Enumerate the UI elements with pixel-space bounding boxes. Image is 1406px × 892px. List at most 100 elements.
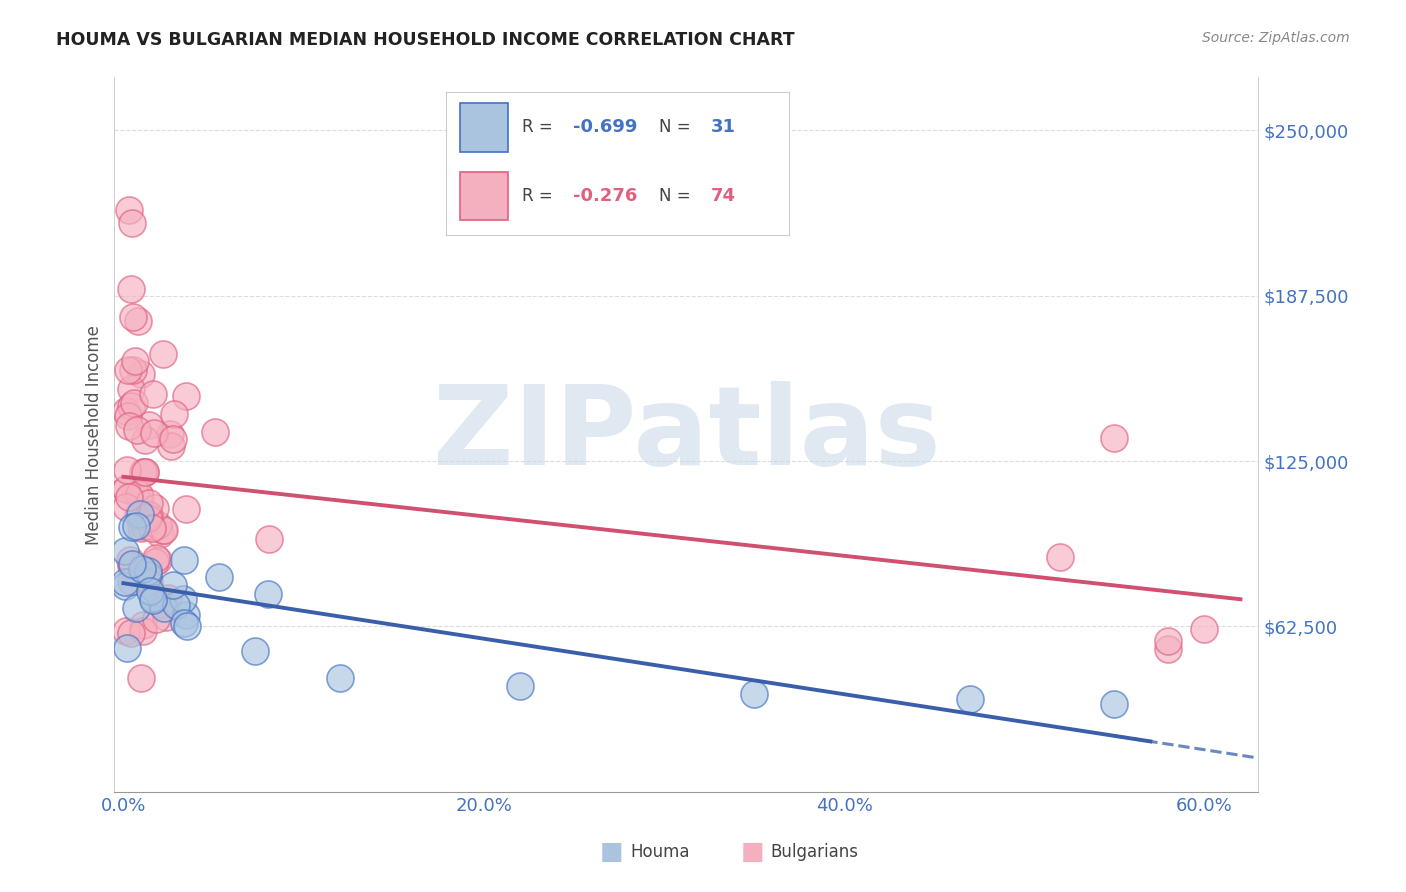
Point: [174, 389, 197, 403]
Point: [149, 526, 172, 541]
Point: [125, 600, 148, 615]
Point: [150, 597, 173, 611]
Point: [163, 407, 186, 421]
Point: [132, 624, 155, 638]
Point: [176, 608, 198, 623]
Point: [1157, 634, 1180, 648]
Point: [120, 625, 142, 640]
Y-axis label: Median Household Income: Median Household Income: [86, 325, 103, 544]
Point: [152, 347, 174, 361]
Text: HOUMA VS BULGARIAN MEDIAN HOUSEHOLD INCOME CORRELATION CHART: HOUMA VS BULGARIAN MEDIAN HOUSEHOLD INCO…: [56, 31, 794, 49]
Point: [145, 612, 167, 626]
Point: [136, 567, 159, 582]
Point: [155, 610, 177, 624]
Point: [141, 593, 163, 607]
Point: [329, 671, 352, 685]
Point: [152, 523, 174, 537]
Text: Houma: Houma: [630, 843, 689, 861]
Point: [143, 555, 166, 569]
Point: [204, 425, 226, 440]
Point: [117, 490, 139, 504]
Point: [129, 671, 152, 685]
Point: [174, 502, 197, 516]
Point: [124, 354, 146, 368]
Point: [131, 466, 153, 480]
Point: [122, 310, 145, 325]
Point: [114, 579, 136, 593]
Point: [121, 557, 143, 571]
Point: [120, 382, 142, 396]
Point: [120, 282, 142, 296]
Point: [127, 508, 149, 523]
Point: [153, 524, 176, 538]
Text: ZIPatlas: ZIPatlas: [433, 381, 941, 488]
Point: [148, 517, 170, 532]
Point: [172, 592, 194, 607]
Point: [129, 521, 152, 535]
Point: [138, 417, 160, 432]
Point: [120, 574, 142, 588]
Point: [115, 641, 138, 656]
Text: Bulgarians: Bulgarians: [770, 843, 859, 861]
Point: [742, 687, 765, 701]
Point: [118, 553, 141, 567]
Point: [125, 518, 148, 533]
Point: [120, 399, 142, 413]
Point: [142, 591, 165, 606]
Point: [257, 532, 280, 546]
Point: [129, 507, 152, 521]
Point: [143, 501, 166, 516]
Point: [134, 434, 156, 448]
Point: [208, 569, 231, 583]
Point: [152, 601, 174, 615]
Text: Source: ZipAtlas.com: Source: ZipAtlas.com: [1202, 31, 1350, 45]
Point: [134, 465, 156, 479]
Point: [138, 508, 160, 522]
Point: [243, 643, 266, 657]
Point: [127, 423, 149, 437]
Point: [117, 409, 139, 424]
Point: [142, 386, 165, 401]
Point: [114, 624, 136, 639]
Point: [122, 363, 145, 377]
Point: [114, 544, 136, 558]
Text: ■: ■: [600, 840, 623, 863]
Point: [117, 363, 139, 377]
Point: [162, 433, 184, 447]
Point: [118, 202, 141, 217]
Point: [165, 598, 187, 612]
Point: [176, 619, 198, 633]
Point: [129, 490, 152, 504]
Point: [115, 404, 138, 418]
Point: [143, 425, 166, 440]
Point: [1194, 622, 1216, 636]
Point: [131, 367, 153, 381]
Point: [145, 550, 167, 565]
Point: [115, 482, 138, 496]
Point: [159, 427, 181, 442]
Point: [1104, 698, 1126, 712]
Point: [141, 521, 163, 535]
Point: [128, 487, 150, 501]
Point: [162, 577, 184, 591]
Point: [114, 574, 136, 589]
Point: [124, 396, 146, 410]
Point: [132, 618, 155, 632]
Text: ■: ■: [741, 840, 763, 863]
Point: [173, 616, 195, 631]
Point: [1157, 642, 1180, 657]
Point: [136, 564, 159, 578]
Point: [509, 679, 531, 693]
Point: [118, 419, 141, 434]
Point: [134, 465, 156, 479]
Point: [138, 574, 160, 589]
Point: [136, 511, 159, 525]
Point: [120, 558, 142, 573]
Point: [131, 561, 153, 575]
Point: [146, 553, 169, 567]
Point: [117, 463, 139, 477]
Point: [121, 520, 143, 534]
Point: [139, 584, 162, 599]
Point: [1104, 431, 1126, 445]
Point: [141, 519, 163, 533]
